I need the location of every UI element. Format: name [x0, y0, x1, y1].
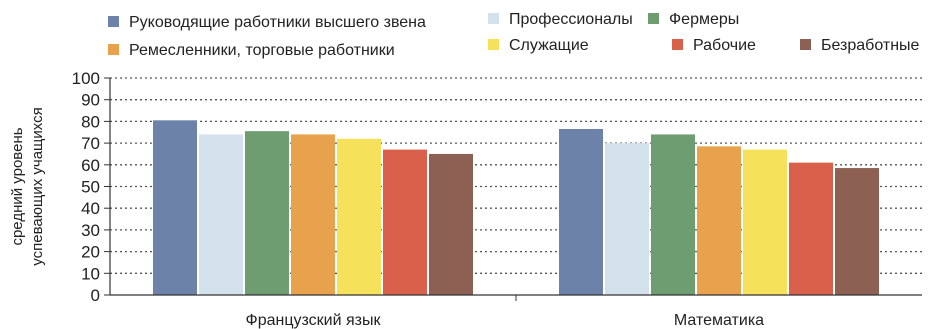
- y-tick-label: 10: [81, 264, 100, 283]
- y-tick-label: 100: [72, 69, 100, 88]
- x-axis-categories: Французский язык Математика: [246, 312, 765, 329]
- bar-профессионалы-1: [605, 143, 649, 295]
- legend-item-рабочие: Рабочие: [672, 37, 756, 54]
- legend-swatch: [672, 39, 683, 50]
- bar-ремесленники-торговые-работники-1: [697, 146, 741, 295]
- y-axis-label: средний уровень успевающих учащихся: [9, 107, 46, 265]
- bar-фермеры-0: [245, 131, 289, 295]
- bar-ремесленники-торговые-работники-0: [291, 134, 335, 295]
- bars: [153, 120, 879, 295]
- legend-item-служащие: Служащие: [488, 37, 589, 54]
- bar-служащие-0: [337, 138, 381, 295]
- bar-рабочие-1: [789, 162, 833, 295]
- legend-label: Ремесленники, торговые работники: [129, 42, 395, 59]
- legend-swatch: [800, 39, 811, 50]
- bar-фермеры-1: [651, 134, 695, 295]
- legend-swatch: [488, 13, 499, 24]
- y-tick-label: 30: [81, 221, 100, 240]
- legend-swatch: [488, 39, 499, 50]
- bar-профессионалы-0: [199, 134, 243, 295]
- axes: [109, 78, 922, 301]
- legend-label: Фермеры: [669, 11, 739, 28]
- legend-label: Руководящие работники высшего звена: [129, 14, 426, 31]
- bar-рабочие-0: [383, 149, 427, 295]
- bar-руководящие-работники-высшего-звена-0: [153, 120, 197, 295]
- legend-item-профессионалы: Профессионалы: [488, 11, 633, 28]
- y-tick-label: 70: [81, 134, 100, 153]
- y-tick-label: 40: [81, 199, 100, 218]
- legend-label: Безработные: [821, 37, 920, 54]
- bar-руководящие-работники-высшего-звена-1: [559, 128, 603, 295]
- legend: Руководящие работники высшего звена Профе…: [108, 11, 920, 59]
- y-axis-ticks: 0 10 20 30 40 50 60 70 80 90 100: [72, 69, 110, 305]
- legend-item-руководящие-работники-высшего-звена: Руководящие работники высшего звена: [108, 14, 426, 31]
- legend-swatch: [108, 16, 119, 27]
- y-tick-label: 80: [81, 112, 100, 131]
- x-category-label: Французский язык: [246, 312, 382, 329]
- legend-item-фермеры: Фермеры: [648, 11, 739, 28]
- legend-label: Рабочие: [693, 37, 756, 54]
- bar-служащие-1: [743, 149, 787, 295]
- legend-swatch: [108, 44, 119, 55]
- y-tick-label: 60: [81, 156, 100, 175]
- bar-безработные-0: [429, 153, 473, 295]
- legend-label: Профессионалы: [509, 11, 633, 28]
- bar-безработные-1: [835, 168, 879, 295]
- x-category-label: Математика: [674, 312, 764, 329]
- legend-item-безработные: Безработные: [800, 37, 920, 54]
- legend-swatch: [648, 13, 659, 24]
- y-axis-label-line: успевающих учащихся: [29, 107, 46, 265]
- y-tick-label: 90: [81, 91, 100, 110]
- y-tick-label: 0: [91, 286, 100, 305]
- y-axis-label-line: средний уровень: [9, 127, 26, 245]
- legend-label: Служащие: [509, 37, 589, 54]
- legend-item-ремесленники-торговые-работники: Ремесленники, торговые работники: [108, 42, 395, 59]
- y-tick-label: 50: [81, 178, 100, 197]
- y-tick-label: 20: [81, 243, 100, 262]
